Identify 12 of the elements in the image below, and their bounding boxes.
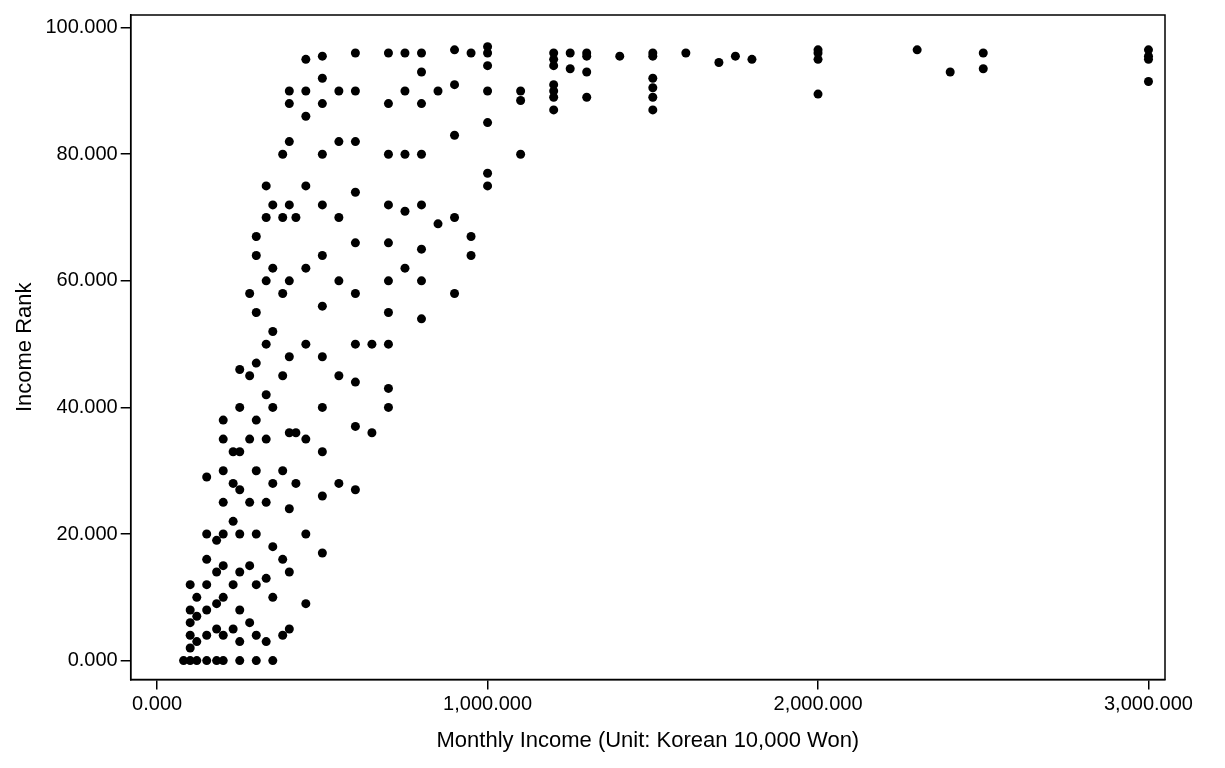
y-tick-label: 40.000 (56, 394, 118, 417)
x-axis-title: Monthly Income (Unit: Korean 10,000 Won) (436, 726, 860, 752)
y-tick-label: 60.000 (56, 268, 118, 291)
y-axis-title: Income Rank (11, 281, 37, 413)
y-tick-label: 80.000 (56, 141, 118, 164)
x-tick-label: 2,000.000 (773, 692, 863, 715)
x-tick-label: 0.000 (132, 692, 183, 715)
y-tick-label: 0.000 (67, 648, 118, 671)
y-tick-label: 100.000 (45, 15, 118, 38)
y-tick-label: 20.000 (56, 521, 118, 544)
x-tick-label: 3,000.000 (1103, 692, 1193, 715)
x-tick-label: 1,000.000 (443, 692, 533, 715)
